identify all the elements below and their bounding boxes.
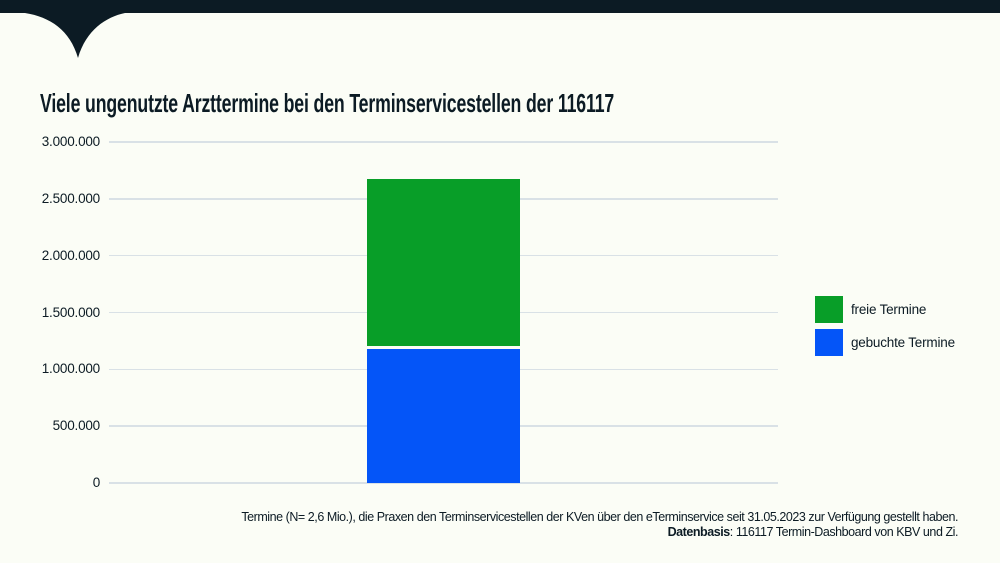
legend-label-free: freie Termine <box>851 302 927 317</box>
y-axis-tick-label: 3.000.000 <box>41 134 100 149</box>
legend-swatch-blue <box>815 329 843 356</box>
bar-segment-gebuchte <box>367 348 520 483</box>
swallowtail-logo-shape <box>25 13 125 58</box>
y-axis-tick-label: 500.000 <box>52 418 101 434</box>
footnote-source-text: : 116117 Termin-Dashboard von KBV und Zi… <box>729 525 959 539</box>
footnote-line-2: Datenbasis: 116117 Termin-Dashboard von … <box>241 525 959 540</box>
footnote: Termine (N= 2,6 Mio.), die Praxen den Te… <box>241 510 958 540</box>
gridline <box>109 141 778 143</box>
top-bar <box>0 0 1000 13</box>
bar-segment-freie <box>367 179 520 347</box>
legend-swatch-green <box>815 296 843 323</box>
legend-item-free: freie Termine <box>815 296 955 323</box>
y-axis-tick-label: 1.000.000 <box>41 361 100 377</box>
gridline <box>109 482 778 484</box>
chart-title: Viele ungenutzte Arzttermine bei den Ter… <box>40 88 615 118</box>
legend-label-booked: gebuchte Termine <box>851 335 955 350</box>
footnote-line-1: Termine (N= 2,6 Mio.), die Praxen den Te… <box>241 510 958 524</box>
footnote-source-label: Datenbasis <box>667 525 731 539</box>
y-axis-tick-label: 2.500.000 <box>41 190 100 206</box>
y-axis-tick-label: 1.500.000 <box>41 304 100 320</box>
y-axis-tick-label: 2.000.000 <box>41 247 100 263</box>
legend-item-booked: gebuchte Termine <box>815 329 955 356</box>
legend: freie Termine gebuchte Termine <box>815 296 955 362</box>
y-axis-tick-label: 0 <box>92 475 101 490</box>
